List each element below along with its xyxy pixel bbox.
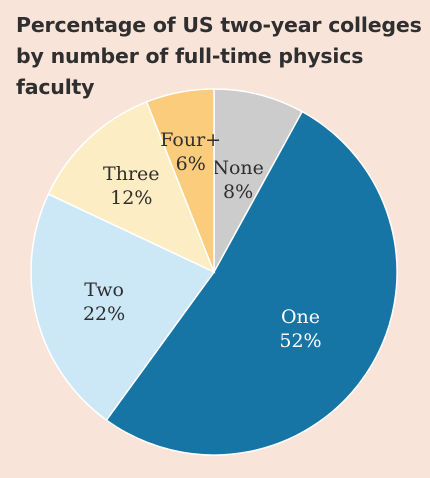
pie-label-value: 52% — [279, 330, 321, 352]
chart-title: Percentage of US two-year colleges by nu… — [16, 10, 430, 103]
pie-label-two: Two 22% — [83, 279, 125, 325]
pie-label-name: Two — [84, 279, 124, 301]
pie-label-name: None — [212, 157, 264, 179]
pie-label-four: Four+ 6% — [160, 129, 221, 175]
pie-slice-four — [145, 88, 215, 273]
pie-label-name: Three — [103, 163, 159, 185]
pie-label-value: 12% — [110, 187, 152, 209]
pie-label-one: One 52% — [279, 306, 321, 352]
pie-label-value: 8% — [223, 181, 253, 203]
pie-label-name: Four+ — [160, 129, 221, 151]
pie-label-name: One — [281, 306, 320, 328]
pie-label-value: 6% — [176, 153, 206, 175]
pie-label-three: Three 12% — [103, 163, 159, 209]
chart-title-line-2: by number of full-time physics faculty — [16, 44, 364, 99]
pie-slice-three — [47, 100, 216, 274]
chart-title-line-1: Percentage of US two-year colleges — [16, 13, 422, 37]
pie-label-value: 22% — [83, 303, 125, 325]
pie-label-none: None 8% — [212, 157, 264, 203]
pie-slice-none — [213, 88, 304, 273]
pie-slice-one — [105, 110, 398, 456]
